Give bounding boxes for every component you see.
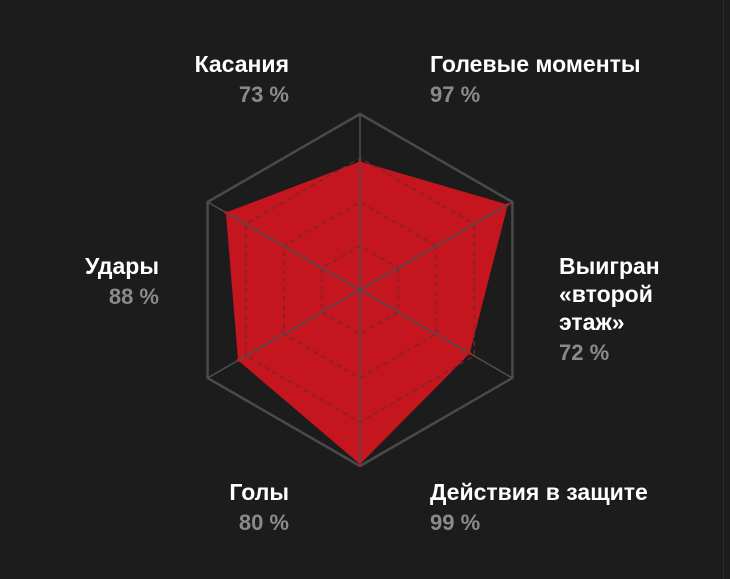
axis-name-line: этаж» [559,309,625,336]
radar-spoke-2 [359,289,513,379]
radar-point-6 [358,160,362,164]
axis-name: Касания [194,51,289,77]
axis-label-chances: Голевые моменты 97 % [430,50,641,109]
radar-spoke-4 [207,289,361,379]
radar-series-area [225,161,508,465]
axis-label-second-floor: Выигран «второй этаж» 72 % [559,252,660,367]
axis-value: 72 % [559,340,610,366]
radar-spoke-1 [359,201,513,291]
radar-point-5 [224,211,228,215]
axis-value: 97 % [430,82,481,108]
radar-point-2 [468,351,472,355]
axis-label-goals: Голы 80 % [229,478,289,537]
radar-spoke-5 [207,201,361,291]
axis-value: 80 % [238,510,289,536]
radar-point-1 [506,203,510,207]
axis-value: 73 % [238,82,289,108]
axis-name: Действия в защите [430,479,648,505]
axis-name: Удары [85,253,159,279]
radar-point-4 [236,358,240,362]
radar-point-3 [358,462,362,466]
axis-value: 88 % [108,284,159,310]
axis-label-defence: Действия в защите 99 % [430,478,648,537]
axis-name-line: «второй [559,281,653,308]
axis-label-shots: Удары 88 % [85,252,159,311]
axis-name-line: Выигран [559,253,660,279]
axis-name: Голевые моменты [430,51,641,77]
axis-value: 99 % [430,510,481,536]
axis-name: Голы [229,479,289,505]
axis-label-touches: Касания 73 % [195,50,289,109]
